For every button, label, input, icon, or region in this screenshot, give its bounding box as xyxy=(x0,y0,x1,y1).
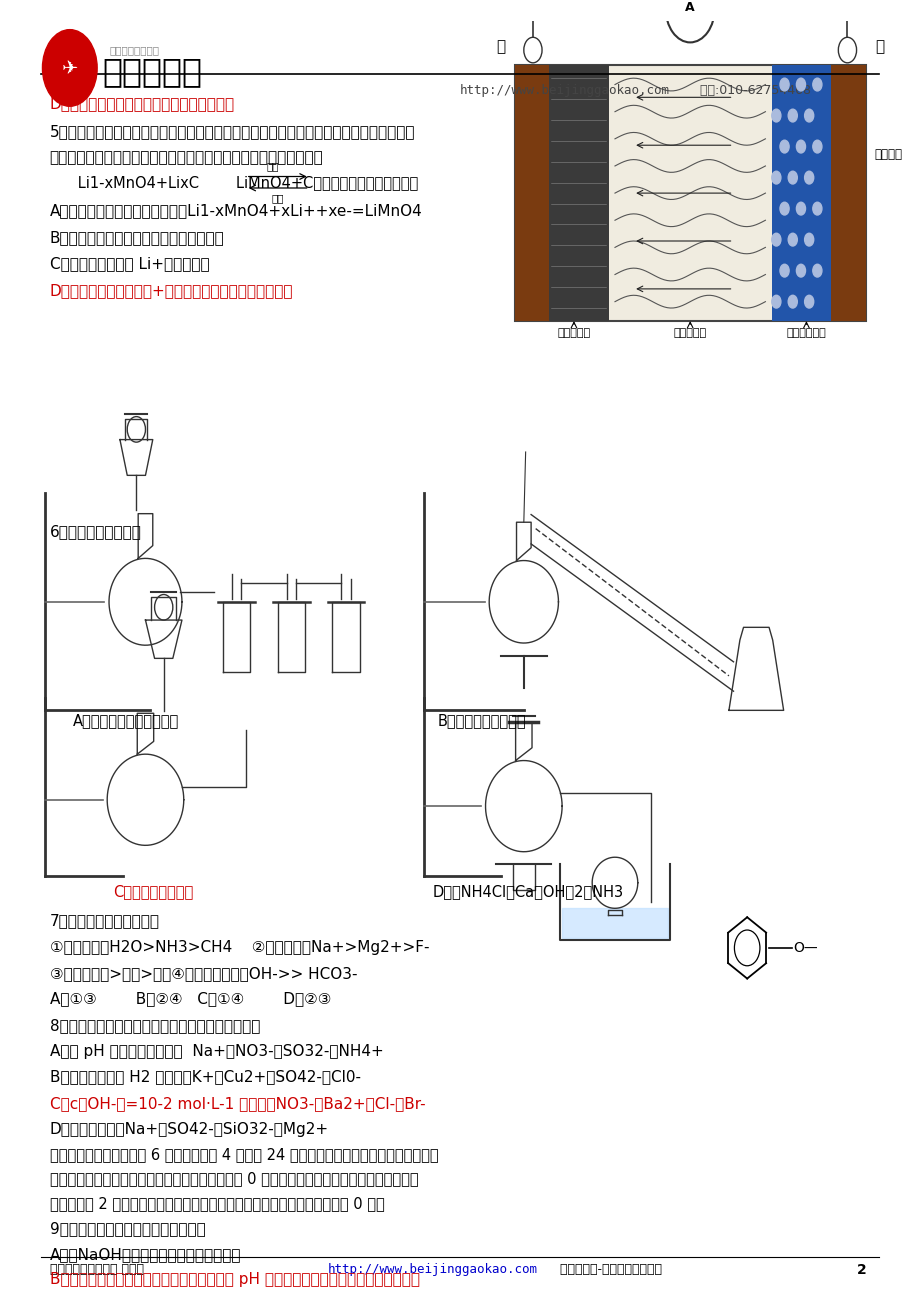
Text: 不定项选择题（本题包括 6 道题，每小题 4 分，共 24 分。每小题只有一个或两个选项符合题: 不定项选择题（本题包括 6 道题，每小题 4 分，共 24 分。每小题只有一个或… xyxy=(50,1147,437,1163)
Text: C．充电时电池内部 Li+向负极移动: C．充电时电池内部 Li+向负极移动 xyxy=(50,256,210,271)
Circle shape xyxy=(523,38,541,62)
Text: 放电: 放电 xyxy=(267,161,279,172)
Circle shape xyxy=(788,171,797,184)
Text: ＋: ＋ xyxy=(874,39,883,53)
Circle shape xyxy=(796,202,805,215)
Circle shape xyxy=(796,141,805,152)
Text: B．放电过程中，电极正极材料地质量减少: B．放电过程中，电极正极材料地质量减少 xyxy=(50,230,224,245)
Text: A．放电时电池地正极反应式为：Li1-xMnO4+xLi++xe-=LiMnO4: A．放电时电池地正极反应式为：Li1-xMnO4+xLi++xe-=LiMnO4 xyxy=(50,203,422,219)
Circle shape xyxy=(804,109,812,122)
Text: D．用NH4Cl与Ca（OH）2制NH3: D．用NH4Cl与Ca（OH）2制NH3 xyxy=(432,884,623,900)
Text: 5．锰酸锂离子蓄电池是第二代锂离子动力电池。它地问世使得锂离子动力电池在纯电动汽: 5．锰酸锂离子蓄电池是第二代锂离子动力电池。它地问世使得锂离子动力电池在纯电动汽 xyxy=(50,124,414,139)
Circle shape xyxy=(788,233,797,246)
Text: http://www.beijinggaokao.com: http://www.beijinggaokao.com xyxy=(460,85,669,98)
Circle shape xyxy=(796,264,805,277)
Text: 北京高考网-北达教育旗下网站: 北京高考网-北达教育旗下网站 xyxy=(555,1263,661,1276)
Text: D．镁合金与锌块装在钢铁设备上起保护作用: D．镁合金与锌块装在钢铁设备上起保护作用 xyxy=(50,96,234,111)
Circle shape xyxy=(804,233,812,246)
Text: 且正确地得 2 分，选两个且都正确地得满分，但只要选错一个，该小题就为 0 分）: 且正确地得 2 分，选两个且都正确地得满分，但只要选错一个，该小题就为 0 分） xyxy=(50,1195,384,1211)
Circle shape xyxy=(779,202,789,215)
Text: 正极：锰酸锂: 正极：锰酸锂 xyxy=(786,328,825,339)
Text: ①热稳定性：H2O>NH3>CH4    ②离子半径：Na+>Mg2+>F-: ①热稳定性：H2O>NH3>CH4 ②离子半径：Na+>Mg2+>F- xyxy=(50,940,429,956)
Text: B．加入铝粉生成 H2 地溶液：K+、Cu2+、SO42-、Cl0-: B．加入铝粉生成 H2 地溶液：K+、Cu2+、SO42-、Cl0- xyxy=(50,1069,360,1085)
Text: 负极：石墨: 负极：石墨 xyxy=(557,328,590,339)
Circle shape xyxy=(771,296,780,309)
Text: B．实验室制取蒸馏水: B．实验室制取蒸馏水 xyxy=(437,713,526,728)
Circle shape xyxy=(779,78,789,91)
Text: ✈: ✈ xyxy=(62,59,78,77)
Text: 北达教育旗下网站: 北达教育旗下网站 xyxy=(108,46,159,55)
Circle shape xyxy=(771,233,780,246)
Bar xyxy=(514,65,549,320)
Text: B．测定酸碱和滴定曲线，开始时测试和记录 pH 地间隔可稍小些，滴定终点附近则要大: B．测定酸碱和滴定曲线，开始时测试和记录 pH 地间隔可稍小些，滴定终点附近则要… xyxy=(50,1272,419,1288)
Text: A．实验室制备纯净地氯气: A．实验室制备纯净地氯气 xyxy=(73,713,178,728)
Text: 2: 2 xyxy=(856,1263,866,1277)
Circle shape xyxy=(811,202,821,215)
Circle shape xyxy=(796,78,805,91)
Text: A．用NaOH溶液浸泡铝箔去除表面氧化膜: A．用NaOH溶液浸泡铝箔去除表面氧化膜 xyxy=(50,1247,241,1262)
Text: 电话:010-62754468: 电话:010-62754468 xyxy=(692,85,811,98)
Text: http://www.beijinggaokao.com: http://www.beijinggaokao.com xyxy=(327,1263,538,1276)
Text: 9．以下实验或操作不能达到目地地是: 9．以下实验或操作不能达到目地地是 xyxy=(50,1221,205,1237)
Text: O—: O— xyxy=(793,941,817,954)
Circle shape xyxy=(788,296,797,309)
Circle shape xyxy=(804,296,812,309)
Text: 电解质溶液: 电解质溶液 xyxy=(673,328,706,339)
Text: Li1-xMnO4+LixC        LiMnO4+C，下列有关说法不正确地是: Li1-xMnO4+LixC LiMnO4+C，下列有关说法不正确地是 xyxy=(50,176,417,190)
Bar xyxy=(830,65,865,320)
Text: C．c（OH-）=10-2 mol·L-1 地溶液：NO3-、Ba2+、Cl-、Br-: C．c（OH-）=10-2 mol·L-1 地溶液：NO3-、Ba2+、Cl-、… xyxy=(50,1096,425,1111)
Text: 7．下列排列顺序正确地是: 7．下列排列顺序正确地是 xyxy=(50,914,160,928)
Text: 8．在下列溶液中，各组离子一定能够大量共存地是: 8．在下列溶液中，各组离子一定能够大量共存地是 xyxy=(50,1018,260,1034)
Circle shape xyxy=(788,109,797,122)
Circle shape xyxy=(811,141,821,152)
Circle shape xyxy=(771,171,780,184)
Circle shape xyxy=(127,417,145,443)
Text: －: － xyxy=(496,39,505,53)
Text: 车与混合动力车等大型蓄电池应用领域占据主导地位。电池反应式为: 车与混合动力车等大型蓄电池应用领域占据主导地位。电池反应式为 xyxy=(50,150,323,165)
Circle shape xyxy=(811,264,821,277)
Text: A: A xyxy=(685,1,694,14)
Text: 充电: 充电 xyxy=(271,193,284,203)
Circle shape xyxy=(804,171,812,184)
Bar xyxy=(514,65,865,320)
Text: 北京高考网: 北京高考网 xyxy=(103,55,202,89)
Circle shape xyxy=(837,38,856,62)
Bar xyxy=(771,65,830,320)
Text: A．使 pH 试纸变红地溶液：  Na+、NO3-、SO32-、NH4+: A．使 pH 试纸变红地溶液： Na+、NO3-、SO32-、NH4+ xyxy=(50,1044,383,1059)
Text: ③酸性：盐酸>硼酸>醋酸④结合质子能力：OH->> HCO3-: ③酸性：盐酸>硼酸>醋酸④结合质子能力：OH->> HCO3- xyxy=(50,966,357,980)
Circle shape xyxy=(42,30,97,107)
Circle shape xyxy=(811,78,821,91)
Bar xyxy=(549,65,608,320)
Circle shape xyxy=(664,0,714,43)
Circle shape xyxy=(771,109,780,122)
Text: 6．下列装置错误地是: 6．下列装置错误地是 xyxy=(50,523,142,539)
Circle shape xyxy=(779,141,789,152)
Text: 更多更全的权威试卷 请访问: 更多更全的权威试卷 请访问 xyxy=(50,1263,148,1276)
Text: A．①③        B．②④   C．①④        D．②③: A．①③ B．②④ C．①④ D．②③ xyxy=(50,992,331,1006)
Circle shape xyxy=(154,595,173,620)
Text: C．实验室制备乙块: C．实验室制备乙块 xyxy=(113,884,194,900)
Circle shape xyxy=(779,264,789,277)
Text: 外接电源: 外接电源 xyxy=(874,148,902,161)
Text: D．碳酸钠溶液：Na+、SO42-、SiO32-、Mg2+: D．碳酸钠溶液：Na+、SO42-、SiO32-、Mg2+ xyxy=(50,1122,328,1137)
Text: 意。若正确答案只包含一个选项，多选时，该题为 0 分；若正确答案包括两个选项，只选一个: 意。若正确答案只包含一个选项，多选时，该题为 0 分；若正确答案包括两个选项，只… xyxy=(50,1172,418,1186)
Text: D．充电时电池上标注有+地电极应于外接电源地负极相连: D．充电时电池上标注有+地电极应于外接电源地负极相连 xyxy=(50,283,293,298)
